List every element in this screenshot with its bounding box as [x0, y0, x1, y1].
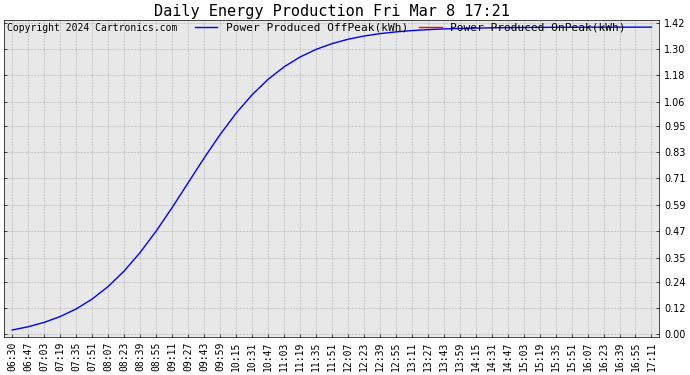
Title: Daily Energy Production Fri Mar 8 17:21: Daily Energy Production Fri Mar 8 17:21 — [154, 4, 510, 19]
Text: Copyright 2024 Cartronics.com: Copyright 2024 Cartronics.com — [8, 24, 178, 33]
Legend: Power Produced OffPeak(kWh), Power Produced OnPeak(kWh): Power Produced OffPeak(kWh), Power Produ… — [195, 23, 626, 33]
